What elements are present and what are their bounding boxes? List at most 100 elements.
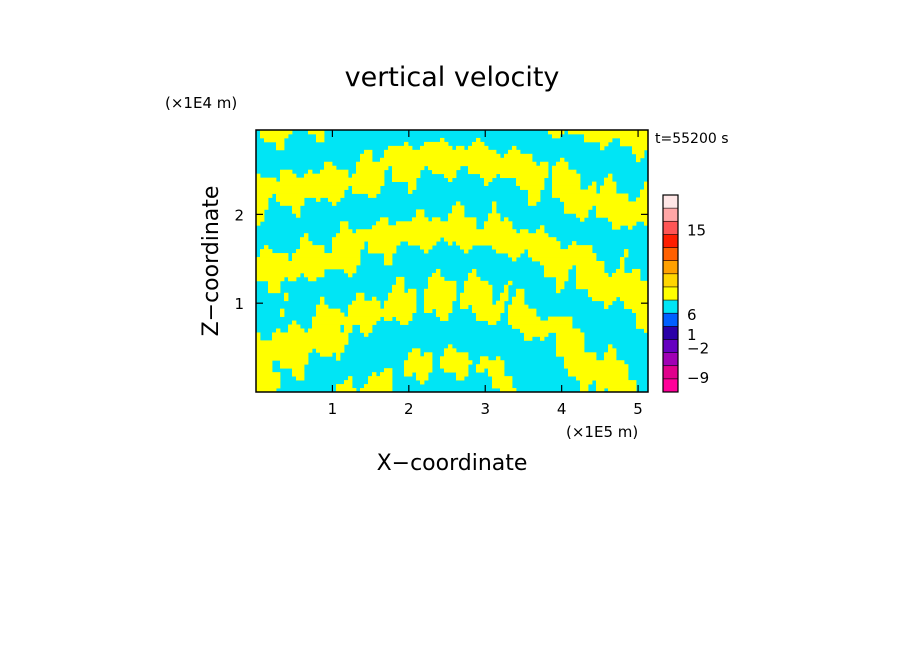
updraft-region xyxy=(256,205,269,210)
updraft-region xyxy=(256,264,357,270)
updraft-region xyxy=(256,340,349,345)
updraft-region xyxy=(540,261,605,266)
updraft-region xyxy=(600,141,609,147)
updraft-region xyxy=(476,364,505,369)
updraft-region xyxy=(440,356,469,361)
updraft-region xyxy=(272,336,349,341)
updraft-region xyxy=(256,372,281,377)
updraft-region xyxy=(384,304,417,310)
updraft-region xyxy=(460,245,473,250)
updraft-region xyxy=(444,368,469,373)
updraft-region xyxy=(576,376,629,381)
updraft-region xyxy=(280,312,285,317)
updraft-region xyxy=(512,300,525,306)
updraft-region xyxy=(356,161,537,167)
updraft-region xyxy=(604,304,609,310)
updraft-region xyxy=(468,165,549,171)
updraft-region xyxy=(392,165,425,171)
updraft-region xyxy=(636,316,648,321)
updraft-region xyxy=(588,292,648,298)
updraft-region xyxy=(256,364,273,369)
updraft-region xyxy=(632,145,648,151)
updraft-region xyxy=(528,193,541,198)
updraft-region xyxy=(264,137,285,143)
updraft-region xyxy=(548,316,573,321)
updraft-region xyxy=(256,380,281,385)
updraft-region xyxy=(508,312,537,317)
updraft-region xyxy=(568,130,648,135)
updraft-region xyxy=(300,241,313,246)
updraft-region xyxy=(308,328,341,333)
colorbar-swatch xyxy=(663,273,678,288)
updraft-region xyxy=(508,253,521,258)
updraft-region xyxy=(280,360,309,365)
updraft-region xyxy=(388,292,417,298)
updraft-region xyxy=(424,288,457,294)
updraft-region xyxy=(612,272,641,278)
updraft-region xyxy=(476,316,501,321)
updraft-region xyxy=(596,213,648,218)
updraft-region xyxy=(408,352,421,357)
updraft-region xyxy=(356,296,365,302)
updraft-region xyxy=(512,145,517,151)
updraft-region xyxy=(484,181,489,186)
updraft-region xyxy=(620,137,648,143)
updraft-region xyxy=(440,316,449,321)
updraft-region xyxy=(284,292,289,298)
updraft-region xyxy=(300,237,309,242)
updraft-region xyxy=(608,388,637,392)
updraft-region xyxy=(404,364,433,369)
updraft-region xyxy=(368,193,377,198)
updraft-region xyxy=(428,165,461,171)
updraft-region xyxy=(372,372,377,377)
updraft-region xyxy=(344,380,353,385)
updraft-region xyxy=(620,257,625,262)
updraft-region xyxy=(564,209,589,214)
updraft-region xyxy=(316,197,321,202)
updraft-region xyxy=(312,320,377,325)
updraft-region xyxy=(604,177,613,183)
updraft-region xyxy=(552,177,581,183)
updraft-region xyxy=(348,272,353,278)
updraft-region xyxy=(448,217,477,222)
updraft-region xyxy=(644,181,648,186)
updraft-region xyxy=(636,157,641,163)
colorbar-swatch xyxy=(663,378,678,393)
updraft-region xyxy=(492,209,497,214)
updraft-region xyxy=(556,332,585,337)
y-tick-label: 2 xyxy=(234,206,244,224)
updraft-region xyxy=(292,372,305,377)
updraft-region xyxy=(632,308,648,314)
updraft-region xyxy=(508,280,513,286)
updraft-region xyxy=(516,288,525,294)
updraft-region xyxy=(444,348,457,353)
updraft-region xyxy=(292,209,301,214)
updraft-region xyxy=(436,312,449,317)
updraft-region xyxy=(316,308,341,314)
updraft-region xyxy=(256,221,261,226)
updraft-region xyxy=(644,185,648,190)
updraft-region xyxy=(552,133,561,139)
updraft-region xyxy=(600,189,617,194)
updraft-region xyxy=(272,332,349,337)
updraft-region xyxy=(256,376,281,381)
updraft-region xyxy=(340,229,353,234)
updraft-region xyxy=(596,209,648,214)
x-axis: 1 2 3 4 5 xyxy=(328,130,643,418)
updraft-region xyxy=(256,360,273,365)
updraft-region xyxy=(524,336,533,341)
updraft-region xyxy=(256,384,281,389)
updraft-region xyxy=(304,272,325,278)
updraft-region xyxy=(376,221,389,226)
updraft-region xyxy=(488,368,505,373)
updraft-region xyxy=(388,145,413,151)
colorbar-tick-label: −9 xyxy=(687,369,709,387)
updraft-region xyxy=(328,197,341,202)
updraft-region xyxy=(504,153,533,159)
updraft-region xyxy=(412,348,421,353)
updraft-region xyxy=(556,336,585,341)
updraft-region xyxy=(256,185,349,190)
updraft-region xyxy=(356,229,517,234)
updraft-region xyxy=(456,241,561,246)
updraft-region xyxy=(600,185,617,190)
